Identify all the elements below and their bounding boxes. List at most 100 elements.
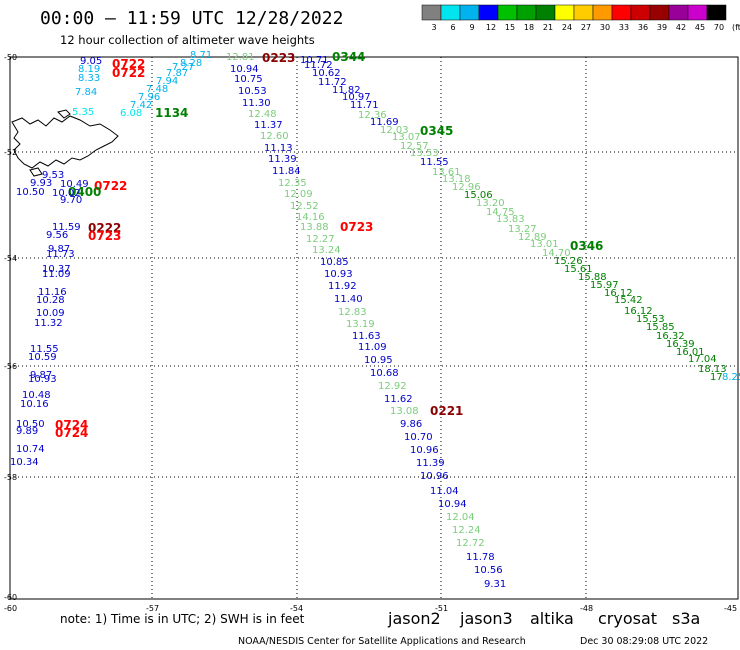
wave-height-value: 15.88 xyxy=(578,272,607,283)
wave-height-value: 18.13 xyxy=(698,364,727,375)
wave-height-value: 11.82 xyxy=(332,85,361,96)
wave-height-value: 11.09 xyxy=(42,269,71,280)
lat-tick-label: -50 xyxy=(4,53,17,62)
wave-height-value: 7.87 xyxy=(166,68,188,79)
wave-height-value: 10.49 xyxy=(60,179,89,190)
wave-height-value: 13.07 xyxy=(392,132,421,143)
wave-height-value: 10.02 xyxy=(52,188,81,199)
sat-legend-jason3: jason3 xyxy=(459,609,513,628)
colorbar-label: 70 xyxy=(714,23,724,32)
colorbar-label: 27 xyxy=(581,23,591,32)
wave-height-value: 10.93 xyxy=(28,374,57,385)
wave-height-value: 12.36 xyxy=(358,110,387,121)
colorbar-label: 45 xyxy=(695,23,705,32)
colorbar-swatch xyxy=(516,4,537,21)
wave-height-value: 13.27 xyxy=(508,224,537,235)
wave-height-value: 10.16 xyxy=(20,399,49,410)
colorbar-label: 33 xyxy=(619,23,629,32)
wave-height-value: 14.75 xyxy=(486,207,515,218)
wave-height-value: 11.72 xyxy=(304,60,333,71)
wave-height-value: 10.70 xyxy=(404,432,433,443)
wave-height-value: 13.83 xyxy=(496,214,525,225)
wave-height-value: 10.93 xyxy=(324,269,353,280)
wave-height-value: 9.86 xyxy=(400,419,422,430)
wave-height-value: 7.48 xyxy=(146,84,168,95)
lat-tick-label: -52 xyxy=(4,148,17,157)
wave-height-value: 10.95 xyxy=(364,355,393,366)
wave-height-value: 9.53 xyxy=(42,170,64,181)
wave-height-value: 12.52 xyxy=(290,201,319,212)
wave-height-value: 10.75 xyxy=(234,74,263,85)
wave-height-value: 8.71 xyxy=(190,50,212,61)
pass-time-label: 0344 xyxy=(332,50,365,64)
lon-tick-label: -57 xyxy=(146,604,159,613)
colorbar-label: 36 xyxy=(638,23,648,32)
wave-height-value: 14.16 xyxy=(296,212,325,223)
wave-height-value: 12.83 xyxy=(338,307,367,318)
wave-height-value: 15.97 xyxy=(590,280,619,291)
lon-tick-label: -54 xyxy=(290,604,303,613)
falkland-islands-coastline xyxy=(11,109,119,177)
wave-height-value: 16.01 xyxy=(676,347,705,358)
wave-height-value: 11.69 xyxy=(370,117,399,128)
wave-height-value: 13.08 xyxy=(390,406,419,417)
wave-height-value: 9.31 xyxy=(484,579,506,590)
wave-height-value: 10.71 xyxy=(300,55,329,66)
east-falkland-outline xyxy=(11,115,119,169)
wave-height-value: 11.63 xyxy=(352,331,381,342)
colorbar-swatch xyxy=(440,4,461,21)
wave-height-value: 7.96 xyxy=(138,92,160,103)
lat-tick-label: -58 xyxy=(4,473,17,482)
lat-tick-label: -56 xyxy=(4,362,17,371)
wave-height-value: 10.74 xyxy=(16,444,45,455)
lat-tick-label: -60 xyxy=(4,593,17,602)
pass-time-label: 0345 xyxy=(420,124,453,138)
wave-height-value: 15.06 xyxy=(464,190,493,201)
wave-height-value: 11.72 xyxy=(318,77,347,88)
map-subtitle: 12 hour collection of altimeter wave hei… xyxy=(60,33,315,47)
wave-height-value: 13.01 xyxy=(530,239,559,250)
wave-height-value: 11.71 xyxy=(350,100,379,111)
colorbar-label: 24 xyxy=(562,23,572,32)
footer-note: note: 1) Time is in UTC; 2) SWH is in fe… xyxy=(60,612,305,626)
colorbar-swatch xyxy=(668,4,689,21)
wave-height-value: 13.20 xyxy=(476,198,505,209)
wave-height-value: 8.28 xyxy=(180,58,202,69)
wave-height-value: 12.92 xyxy=(378,381,407,392)
wave-height-value: 10.96 xyxy=(410,445,439,456)
wave-height-value: 12.72 xyxy=(456,538,485,549)
wave-height-value: 11.09 xyxy=(358,342,387,353)
wave-height-value: 10.85 xyxy=(320,257,349,268)
wave-height-value: 15.53 xyxy=(636,314,665,325)
wave-height-value: 7.84 xyxy=(75,87,97,98)
wave-height-value: 15.61 xyxy=(564,264,593,275)
colorbar-label: 9 xyxy=(469,23,474,32)
pass-time-label: 0346 xyxy=(570,239,603,253)
sat-legend-altika: altika xyxy=(530,609,574,628)
colorbar-label: 39 xyxy=(657,23,667,32)
colorbar-label: 21 xyxy=(543,23,553,32)
lon-tick-label: -48 xyxy=(580,604,593,613)
pass-time-label: 0223 xyxy=(262,51,295,65)
wave-height-value: 12.35 xyxy=(278,178,307,189)
wave-height-value: 12.04 xyxy=(446,512,475,523)
colorbar-swatch xyxy=(554,4,575,21)
wave-height-value: 17.04 xyxy=(688,354,717,365)
pass-time-label: 0723 xyxy=(340,220,373,234)
islet-outline xyxy=(29,167,43,177)
wave-height-value: 11.55 xyxy=(30,344,59,355)
islet-outline xyxy=(57,109,71,119)
colorbar-label: 15 xyxy=(505,23,515,32)
colorbar-label: 42 xyxy=(676,23,686,32)
wave-height-value: 12.27 xyxy=(306,234,335,245)
wave-height-value: 11.04 xyxy=(430,486,459,497)
wave-height-value: 11.62 xyxy=(384,394,413,405)
wave-height-value: 15.26 xyxy=(554,256,583,267)
wave-height-value: 9.89 xyxy=(16,426,38,437)
lon-tick-label: -60 xyxy=(4,604,17,613)
pass-time-label: 0400 xyxy=(68,185,101,199)
wave-height-value: 12.48 xyxy=(248,109,277,120)
wave-height-value: 13.53 xyxy=(410,148,439,159)
